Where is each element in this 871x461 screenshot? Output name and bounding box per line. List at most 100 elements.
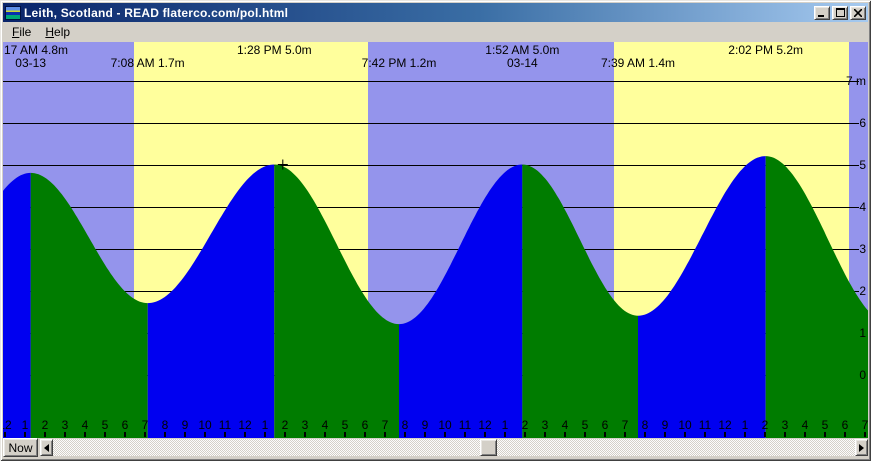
hour-label: 7: [381, 418, 389, 432]
y-axis-label: 0: [859, 368, 866, 382]
hour-tick: [24, 432, 26, 437]
hour-label: 7: [621, 418, 629, 432]
hour-label: 1: [501, 418, 509, 432]
menu-help[interactable]: Help: [45, 25, 71, 39]
arrow-right-icon: [859, 443, 864, 452]
scrollbar-track[interactable]: [53, 439, 855, 456]
hour-tick: [844, 432, 846, 437]
y-axis-label: 2: [859, 284, 866, 298]
tide-extreme-annotation: 7:42 PM 1.2m: [361, 56, 437, 70]
hour-tick: [484, 432, 486, 437]
tide-segment-falling: [522, 164, 638, 438]
hour-label: 2: [281, 418, 289, 432]
hour-label: 12: [478, 418, 492, 432]
hour-tick: [144, 432, 146, 437]
tide-extreme-annotation: 1:52 AM 5.0m: [485, 43, 560, 57]
hour-label: 5: [101, 418, 109, 432]
gridline: [3, 123, 859, 124]
hour-label: 8: [161, 418, 169, 432]
window-controls: [812, 5, 866, 20]
hour-label: 11: [698, 418, 712, 432]
title-bar[interactable]: Leith, Scotland - READ flaterco.com/pol.…: [3, 3, 868, 22]
hour-tick: [684, 432, 686, 437]
hour-tick: [744, 432, 746, 437]
hour-tick: [724, 432, 726, 437]
hour-label: 1: [21, 418, 29, 432]
tide-segment-rising: [147, 164, 275, 438]
hour-label: 12: [3, 418, 12, 432]
hour-tick: [624, 432, 626, 437]
hour-tick: [284, 432, 286, 437]
hour-tick: [164, 432, 166, 437]
hour-label: 6: [121, 418, 129, 432]
gridline: [3, 249, 859, 250]
hour-tick: [324, 432, 326, 437]
y-axis-label: 5: [859, 158, 866, 172]
hour-label: 4: [81, 418, 89, 432]
hour-label: 8: [641, 418, 649, 432]
scrollbar-thumb[interactable]: [480, 439, 497, 456]
hour-tick: [64, 432, 66, 437]
hour-label: 11: [218, 418, 232, 432]
hour-tick: [104, 432, 106, 437]
hour-tick: [464, 432, 466, 437]
hour-tick: [824, 432, 826, 437]
menu-file[interactable]: File: [12, 25, 32, 39]
hour-label: 3: [61, 418, 69, 432]
hour-label: 6: [601, 418, 609, 432]
hour-label: 9: [421, 418, 429, 432]
now-button[interactable]: Now: [3, 438, 38, 457]
tide-curve: [3, 156, 868, 438]
maximize-button[interactable]: [832, 5, 848, 20]
gridline: [3, 165, 859, 166]
hour-tick: [344, 432, 346, 437]
hour-tick: [244, 432, 246, 437]
hour-tick: [424, 432, 426, 437]
hour-label: 6: [361, 418, 369, 432]
hour-tick: [404, 432, 406, 437]
hour-tick: [84, 432, 86, 437]
horizontal-scrollbar[interactable]: [40, 439, 868, 456]
window-title: Leith, Scotland - READ flaterco.com/pol.…: [24, 5, 289, 20]
hour-tick: [204, 432, 206, 437]
tide-segment-falling: [274, 164, 399, 438]
y-axis-label: 3: [859, 242, 866, 256]
minimize-icon: [818, 15, 824, 17]
hour-tick: [524, 432, 526, 437]
scroll-left-button[interactable]: [40, 439, 53, 456]
hour-label: 4: [561, 418, 569, 432]
hour-label: 10: [438, 418, 452, 432]
hour-label: 10: [678, 418, 692, 432]
menu-bar: File Help: [3, 22, 868, 42]
hour-label: 11: [458, 418, 472, 432]
hour-tick: [444, 432, 446, 437]
y-axis-label: 4: [859, 200, 866, 214]
hour-label: 7: [141, 418, 149, 432]
close-button[interactable]: [850, 5, 866, 20]
hour-label: 3: [301, 418, 309, 432]
hour-tick: [804, 432, 806, 437]
hour-tick: [304, 432, 306, 437]
hour-label: 12: [238, 418, 252, 432]
hour-label: 4: [801, 418, 809, 432]
tide-app-icon[interactable]: [5, 5, 21, 20]
tide-extreme-annotation: 1:28 PM 5.0m: [236, 43, 312, 57]
hour-label: 9: [181, 418, 189, 432]
hour-label: 1: [741, 418, 749, 432]
tide-extreme-annotation: 17 AM 4.8m: [4, 43, 69, 57]
hour-tick: [544, 432, 546, 437]
hour-label: 2: [761, 418, 769, 432]
tide-segment-rising: [3, 172, 31, 438]
tide-segment-rising: [399, 164, 523, 438]
y-axis-label: 1: [859, 326, 866, 340]
hour-tick: [124, 432, 126, 437]
hour-tick: [704, 432, 706, 437]
hour-tick: [784, 432, 786, 437]
hour-tick: [664, 432, 666, 437]
minimize-button[interactable]: [814, 5, 830, 20]
gridline: [3, 81, 859, 82]
scroll-right-button[interactable]: [855, 439, 868, 456]
hour-tick: [44, 432, 46, 437]
status-bar: Now: [3, 438, 868, 458]
close-icon: [854, 8, 862, 17]
